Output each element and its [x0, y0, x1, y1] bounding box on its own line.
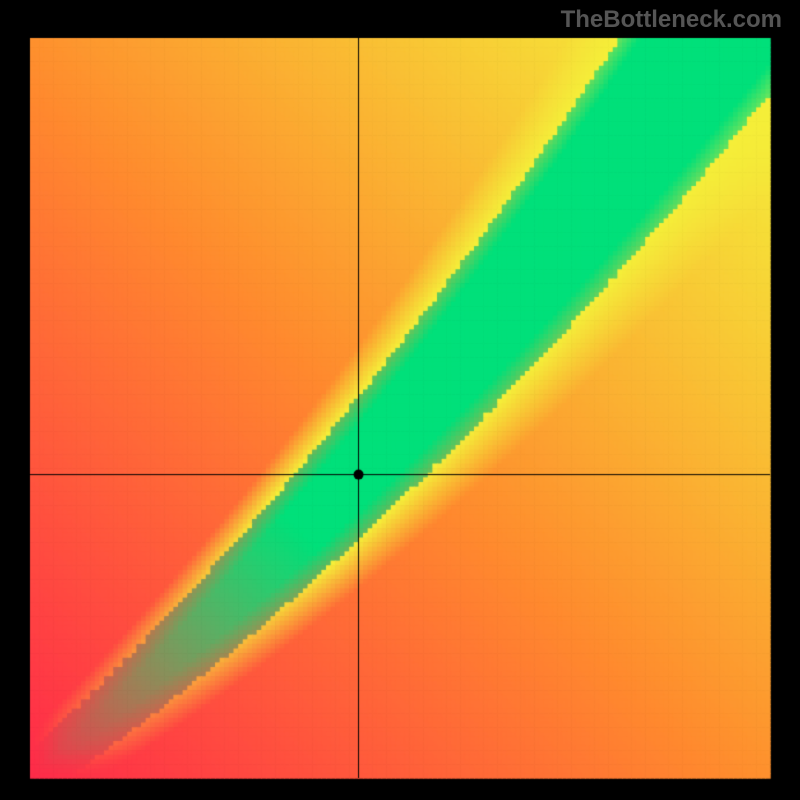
watermark-text: TheBottleneck.com	[561, 6, 782, 34]
bottleneck-heatmap	[0, 0, 800, 800]
chart-container: TheBottleneck.com	[0, 0, 800, 800]
